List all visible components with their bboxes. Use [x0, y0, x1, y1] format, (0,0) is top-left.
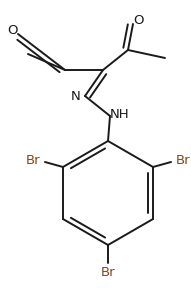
- Text: O: O: [7, 25, 17, 38]
- Text: Br: Br: [26, 154, 40, 166]
- Text: Br: Br: [176, 154, 190, 166]
- Text: O: O: [133, 15, 143, 28]
- Text: NH: NH: [110, 107, 130, 120]
- Text: N: N: [71, 89, 81, 102]
- Text: Br: Br: [101, 266, 115, 279]
